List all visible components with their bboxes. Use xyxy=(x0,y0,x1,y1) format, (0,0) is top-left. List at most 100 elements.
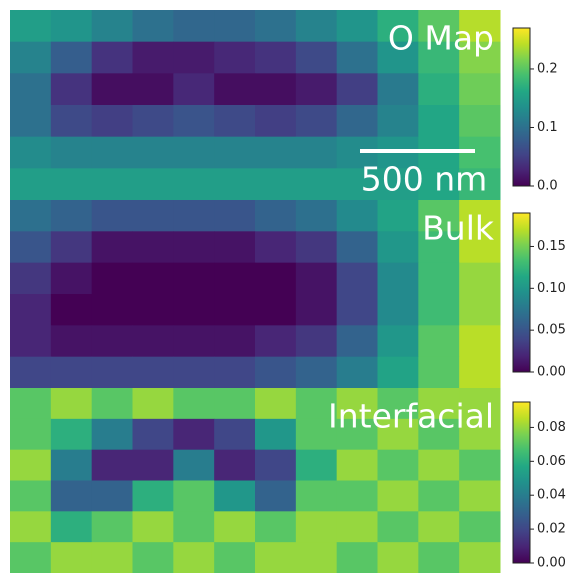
heatmap-cell xyxy=(459,200,501,232)
heatmap-cell xyxy=(132,73,174,106)
heatmap-cell xyxy=(255,136,297,169)
heatmap-cell xyxy=(377,325,419,358)
heatmap-cell xyxy=(418,168,460,201)
heatmap-cell xyxy=(50,418,93,451)
heatmap-cell xyxy=(295,449,338,481)
heatmap-cell xyxy=(295,105,338,138)
heatmap-cell xyxy=(91,356,133,389)
heatmap-cell xyxy=(459,449,501,481)
heatmap-cell xyxy=(418,542,460,573)
colorbar-tick-label: 0.04 xyxy=(537,488,566,503)
heatmap-cell xyxy=(336,41,378,74)
heatmap-cell xyxy=(214,136,256,169)
heatmap-cell xyxy=(132,294,174,326)
heatmap-cell xyxy=(255,168,297,201)
heatmap-cell xyxy=(377,388,419,420)
heatmap-cell xyxy=(10,449,52,481)
heatmap-cell xyxy=(255,449,297,481)
heatmap-cell xyxy=(132,200,174,232)
heatmap-cell xyxy=(459,73,501,106)
heatmap-cell xyxy=(255,262,297,295)
colorbar xyxy=(512,401,531,564)
heatmap-cell xyxy=(214,388,256,420)
heatmap-cell xyxy=(214,41,256,74)
heatmap-cell xyxy=(50,200,93,232)
heatmap-cell xyxy=(10,231,52,264)
heatmap-cell xyxy=(377,200,419,232)
heatmap-cell xyxy=(459,231,501,264)
heatmap-cell xyxy=(173,73,215,106)
heatmap-cell xyxy=(295,231,338,264)
heatmap-cell xyxy=(132,105,174,138)
heatmap-cell xyxy=(173,231,215,264)
heatmap-cell xyxy=(214,449,256,481)
heatmap-cell xyxy=(377,542,419,573)
heatmap-cell xyxy=(214,511,256,543)
heatmap-cell xyxy=(50,10,93,43)
heatmap-cell xyxy=(214,262,256,295)
heatmap-cell xyxy=(459,511,501,543)
heatmap-cell xyxy=(459,105,501,138)
heatmap-cell xyxy=(10,200,52,232)
heatmap-cell xyxy=(50,388,93,420)
heatmap-cell xyxy=(295,356,338,389)
heatmap-cell xyxy=(214,418,256,451)
heatmap-cell xyxy=(132,325,174,358)
heatmap-cell xyxy=(173,542,215,573)
heatmap-cell xyxy=(173,136,215,169)
heatmap-cell xyxy=(132,231,174,264)
heatmap-cell xyxy=(459,10,501,43)
heatmap-cell xyxy=(132,136,174,169)
heatmap-cell xyxy=(295,542,338,573)
heatmap-cell xyxy=(91,294,133,326)
heatmap-cell xyxy=(295,41,338,74)
heatmap-cell xyxy=(173,105,215,138)
heatmap-cell xyxy=(336,262,378,295)
heatmap-cell xyxy=(132,41,174,74)
heatmap-cell xyxy=(377,449,419,481)
heatmap-cell xyxy=(132,449,174,481)
heatmap-cell xyxy=(295,418,338,451)
heatmap-cell xyxy=(91,388,133,420)
heatmap-cell xyxy=(377,73,419,106)
heatmap-cell xyxy=(50,262,93,295)
colorbar-tick-label: 0.00 xyxy=(537,556,566,571)
heatmap-cell xyxy=(10,480,52,512)
heatmap-cell xyxy=(418,10,460,43)
heatmap-cell xyxy=(418,418,460,451)
heatmap-cell xyxy=(10,73,52,106)
panel-title: Bulk xyxy=(422,209,495,248)
colorbar-tick-label: 0.05 xyxy=(537,323,566,338)
heatmap-cell xyxy=(255,325,297,358)
heatmap-cell xyxy=(459,168,501,201)
heatmap-cell xyxy=(459,480,501,512)
heatmap-cell xyxy=(418,449,460,481)
heatmap-cell xyxy=(459,542,501,573)
heatmap-cell xyxy=(10,10,52,43)
heatmap-cell xyxy=(173,294,215,326)
heatmap-cell xyxy=(214,10,256,43)
heatmap-cell xyxy=(10,356,52,389)
heatmap-cell xyxy=(459,294,501,326)
heatmap-cell xyxy=(336,73,378,106)
heatmap-cell xyxy=(336,388,378,420)
heatmap-cell xyxy=(173,511,215,543)
panel-title: Interfacial xyxy=(328,397,494,436)
heatmap-cell xyxy=(336,200,378,232)
heatmap-cell xyxy=(295,136,338,169)
heatmap-cell xyxy=(214,356,256,389)
heatmap-cell xyxy=(214,325,256,358)
heatmap-cell xyxy=(377,356,419,389)
heatmap-cell xyxy=(336,10,378,43)
heatmap-cell xyxy=(255,231,297,264)
heatmap-cell xyxy=(50,325,93,358)
colorbar-tick-label: 0.15 xyxy=(537,239,566,254)
heatmap-cell xyxy=(91,231,133,264)
heatmap-cell xyxy=(336,325,378,358)
heatmap-cell xyxy=(295,73,338,106)
heatmap-cell xyxy=(214,480,256,512)
heatmap-cell xyxy=(91,325,133,358)
heatmap-cell xyxy=(377,105,419,138)
heatmap-cell xyxy=(91,41,133,74)
heatmap-cell xyxy=(91,480,133,512)
